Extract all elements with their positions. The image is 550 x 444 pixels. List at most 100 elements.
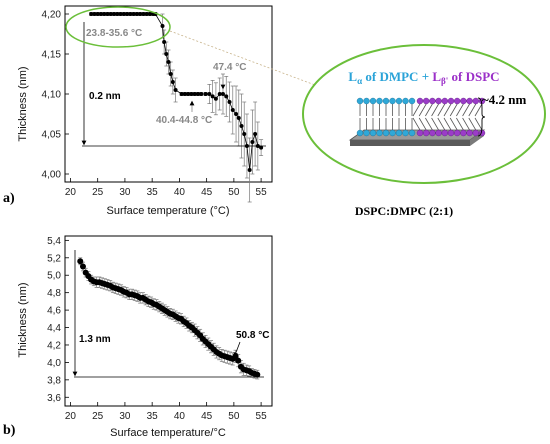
data-point [199,92,204,96]
lipid-head-dmpc [369,129,377,137]
inset-title: Lα of DMPC + Lβ' of DSPC [348,69,499,86]
lipid-tail [443,117,452,131]
lipid-tail [462,117,470,131]
y-axis-title-b: Thickness (nm) [17,282,29,357]
lipid-tail [474,103,483,117]
data-point [115,12,120,16]
lipid-tail [474,117,483,131]
y-tick-label: 4,0 [47,358,61,369]
data-points-a [89,12,264,172]
lipid-head-dspc [447,97,455,105]
data-point [121,12,126,16]
panel-label-b: b) [3,423,16,438]
x-axis-ticks-b: 20 25 30 35 40 45 50 55 [65,402,267,422]
range-label-1: 23.8-35.6 °C [86,28,142,39]
x-tick-label: 55 [256,411,268,422]
data-point [162,40,167,44]
data-point [144,12,149,16]
inset-title-p2: of DMPC + [362,69,432,84]
y-tick-label: 4,4 [47,323,61,334]
y-tick-label: 3,6 [47,393,61,404]
connector-line [169,30,316,86]
data-point [147,12,152,16]
x-tick-label: 30 [119,187,131,198]
lipid-head-dmpc [363,129,370,137]
inset-circle [302,44,546,184]
data-point [118,12,123,16]
data-point [164,52,169,56]
lipid-tail [431,117,439,131]
thickness-bracket [477,97,486,137]
data-point [160,24,165,28]
lipid-head-dmpc [356,97,364,105]
data-point [95,12,100,16]
x-tick-label: 30 [119,411,131,422]
lipid-head-dmpc [402,97,409,105]
x-axis-title-b: Surface temperature/°C [110,427,226,439]
lipid-head-dmpc [402,129,409,137]
data-point [102,12,107,16]
data-point [182,92,187,96]
lipid-head-dmpc [369,97,377,105]
lipid-head-dspc [435,97,442,105]
y-tick-label: 4,20 [42,10,62,21]
y-axis-ticks-b: 3,6 3,8 4,0 4,2 4,4 4,6 4,8 5,0 5,2 5,4 [47,236,69,404]
x-tick-label: 45 [201,411,213,422]
data-point [179,92,184,96]
data-point [112,12,117,16]
range-label-2: 40.4-44.8 °C [156,115,212,126]
lipid-tail [412,103,421,117]
lipid-head-dspc [466,97,473,105]
data-point [250,140,255,144]
data-point [203,92,208,96]
data-point [239,124,244,128]
y-tick-label: 4,2 [47,340,61,351]
panel-label-a: a) [3,191,15,206]
lipid-head-dspc [441,97,448,105]
lipid-head-dmpc [395,129,403,137]
plot-frame-b [64,235,273,407]
data-point [207,92,212,96]
lipid-tail [449,117,458,131]
data-point [141,12,146,16]
lipid-head-dmpc [408,97,416,105]
lipid-head-dspc [423,97,430,105]
lipid-head-dmpc [389,129,396,137]
data-point [173,88,178,92]
data-point [79,263,86,270]
data-point [230,108,235,112]
lipid-head-dmpc [389,97,396,105]
lipid-tail [418,103,427,117]
lipid-tail [462,103,470,117]
y-tick-label: 5,0 [47,271,61,282]
y-tick-label: 3,8 [47,375,61,386]
data-point [236,116,241,120]
lipid-head-dmpc [376,129,383,137]
y-tick-label: 4,05 [42,130,62,141]
data-point [192,92,197,96]
x-tick-label: 25 [92,187,104,198]
lipid-tail [456,117,464,131]
data-point [89,12,94,16]
x-tick-label: 40 [174,187,186,198]
lipid-tail [412,117,421,131]
lipid-head-dmpc [408,129,416,137]
lipid-tail [449,103,458,117]
error-bars-a [89,12,264,203]
lipid-head-dspc [472,129,479,137]
data-point [108,12,113,16]
x-tick-label: 55 [256,187,268,198]
lipid-tail [437,103,446,117]
lipid-head-dmpc [363,97,370,105]
x-tick-label: 35 [147,411,159,422]
lipid-head-dspc [454,129,461,137]
lipid-tail [431,103,439,117]
lipid-bilayer [356,97,486,137]
inset-title-p3-sub: β' [441,76,448,86]
lipid-head-dspc [460,129,467,137]
x-tick-label: 50 [228,411,240,422]
inset-title-p3: L [432,69,441,84]
x-tick-label: 45 [201,187,213,198]
y-tick-label: 5,2 [47,253,61,264]
